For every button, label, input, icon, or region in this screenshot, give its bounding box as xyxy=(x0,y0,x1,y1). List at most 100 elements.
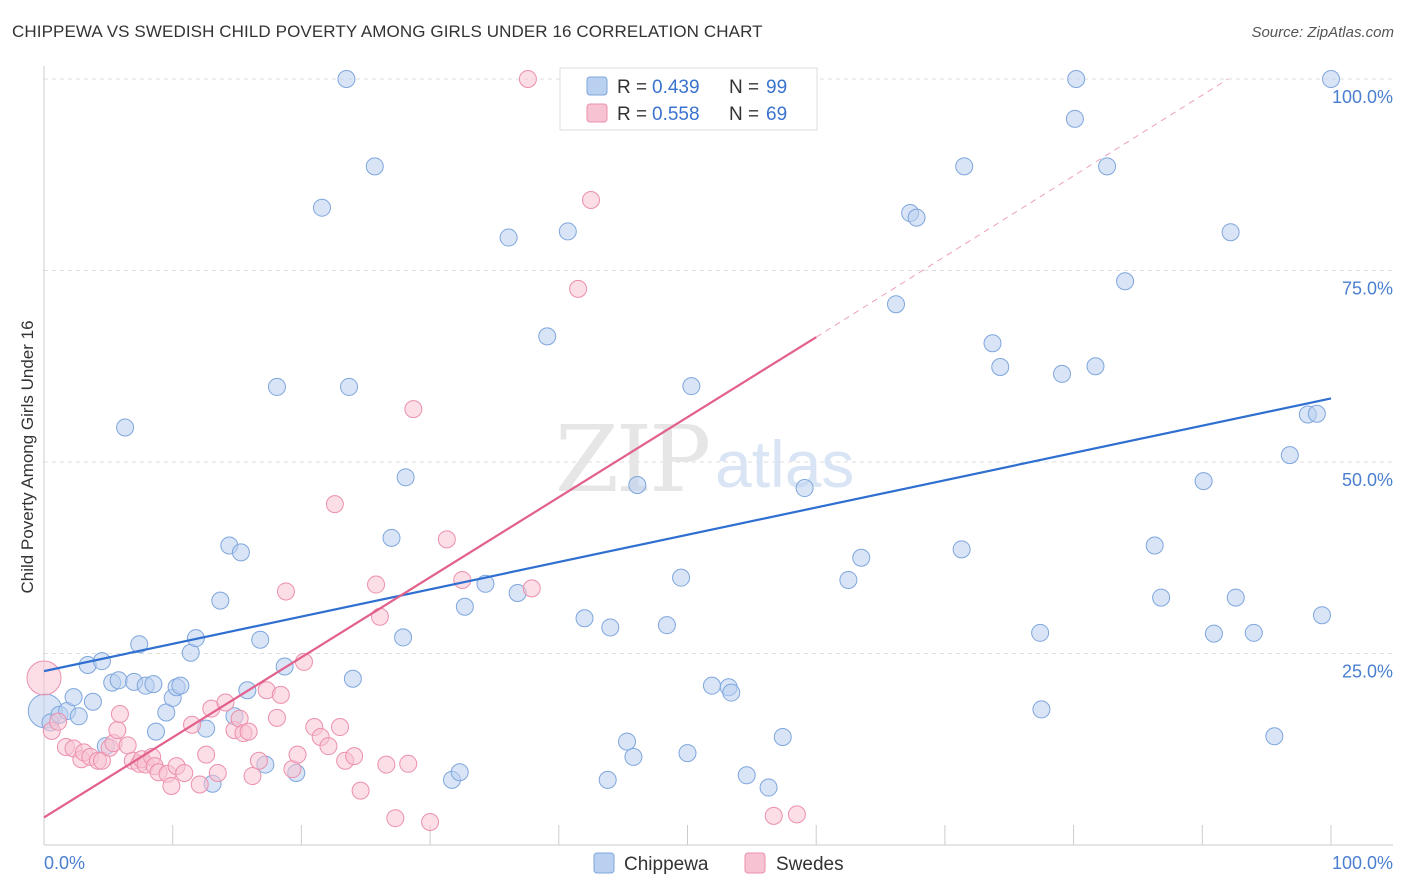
chippewa-point xyxy=(983,334,1002,353)
chippewa-point xyxy=(952,540,971,559)
swedes-point xyxy=(190,775,209,794)
series-legend: Chippewa Swedes xyxy=(593,852,844,875)
chippewa-point xyxy=(624,747,643,766)
chippewa-point xyxy=(1221,223,1240,242)
chippewa-point xyxy=(1322,70,1340,88)
chippewa-point xyxy=(886,295,905,314)
swedes-point xyxy=(453,570,472,589)
chippewa-point xyxy=(1280,446,1299,465)
stats-legend-swedes-swatch xyxy=(586,103,608,123)
chippewa-point xyxy=(1086,357,1105,376)
chippewa-point xyxy=(678,744,697,763)
chippewa-point xyxy=(231,543,250,562)
chippewa-point xyxy=(722,683,741,702)
chippewa-point xyxy=(382,528,401,547)
swedes-trend-line xyxy=(43,336,817,819)
chippewa-point xyxy=(1194,472,1213,491)
stats-legend-chippewa-swatch xyxy=(586,76,608,96)
chippewa-point xyxy=(1152,588,1171,607)
chippewa-point xyxy=(1067,70,1086,88)
chippewa-point xyxy=(1307,404,1326,423)
grid-layer xyxy=(44,78,1393,654)
stats-legend: R = 0.439 N = 99 R = 0.558 N = 69 xyxy=(559,67,818,131)
swedes-point xyxy=(49,712,68,731)
chippewa-point xyxy=(144,675,163,694)
chippewa-point xyxy=(1145,536,1164,555)
chippewa-point xyxy=(396,468,415,487)
watermark-zip: ZIP xyxy=(555,406,708,513)
swedes-point xyxy=(175,763,194,782)
stats-legend-r-label-2: R = xyxy=(617,104,647,125)
chippewa-point xyxy=(1031,623,1050,642)
chippewa-point xyxy=(394,628,413,647)
chippewa-point xyxy=(538,327,557,346)
y-tick-label: 50.0% xyxy=(1342,470,1393,490)
chippewa-point xyxy=(852,548,871,567)
trend-layer xyxy=(43,78,1332,819)
chippewa-point xyxy=(337,70,356,88)
swedes-point xyxy=(162,777,181,796)
swedes-point xyxy=(249,751,268,770)
chippewa-point xyxy=(455,597,474,616)
chippewa-point xyxy=(1065,109,1084,128)
swedes-point xyxy=(197,745,216,764)
swedes-point xyxy=(108,721,127,740)
swedes-point xyxy=(377,755,396,774)
swedes-point xyxy=(351,781,370,800)
chippewa-point xyxy=(171,676,190,695)
chippewa-point xyxy=(558,222,577,241)
y-tick-label: 75.0% xyxy=(1342,279,1393,299)
y-axis-title: Child Poverty Among Girls Under 16 xyxy=(18,320,37,593)
chippewa-point xyxy=(64,688,83,707)
stats-legend-r-value-1: 0.439 xyxy=(652,77,700,98)
chippewa-point xyxy=(628,475,647,494)
swedes-point xyxy=(276,582,295,601)
stats-legend-r-label-1: R = xyxy=(617,77,647,98)
legend-swedes-label: Swedes xyxy=(776,854,844,875)
chippewa-point xyxy=(657,616,676,635)
swedes-point xyxy=(787,805,806,824)
chippewa-point xyxy=(1098,157,1117,176)
chippewa-point xyxy=(109,671,128,690)
swedes-point xyxy=(118,736,137,755)
chippewa-point xyxy=(211,591,230,610)
chippewa-trend-line xyxy=(43,397,1332,673)
swedes-trend-extension xyxy=(815,78,1229,338)
stats-legend-n-value-1: 99 xyxy=(766,77,787,98)
y-tick-labels: 25.0% 50.0% 75.0% 100.0% xyxy=(1332,87,1393,682)
swedes-point xyxy=(386,809,405,828)
swedes-point xyxy=(319,737,338,756)
swedes-point xyxy=(243,767,262,786)
stats-legend-n-value-2: 69 xyxy=(766,104,787,125)
chippewa-point xyxy=(1204,624,1223,643)
x-tick-label-max: 100.0% xyxy=(1332,853,1393,873)
swedes-point xyxy=(271,685,290,704)
swedes-point xyxy=(569,279,588,298)
chippewa-point xyxy=(312,198,331,217)
swedes-point xyxy=(370,607,389,626)
chippewa-point xyxy=(991,358,1010,377)
swedes-point xyxy=(764,806,783,825)
swedes-point xyxy=(404,400,423,419)
points-layer xyxy=(26,70,1340,832)
swedes-point xyxy=(367,575,386,594)
chippewa-point xyxy=(450,763,469,782)
chart-title: CHIPPEWA VS SWEDISH CHILD POVERTY AMONG … xyxy=(12,22,763,41)
swedes-point xyxy=(399,754,418,773)
chippewa-point xyxy=(1244,623,1263,642)
swedes-point xyxy=(522,579,541,598)
chippewa-point xyxy=(116,418,135,437)
chippewa-point xyxy=(343,669,362,688)
chippewa-point xyxy=(702,676,721,695)
chippewa-point xyxy=(759,778,778,797)
chart-source: Source: ZipAtlas.com xyxy=(1251,24,1394,41)
chippewa-point xyxy=(575,609,594,628)
legend-chippewa-label: Chippewa xyxy=(624,854,709,875)
chippewa-point xyxy=(839,570,858,589)
chippewa-point xyxy=(601,618,620,637)
chippewa-point xyxy=(1312,606,1331,625)
chippewa-point xyxy=(130,635,149,654)
chippewa-point xyxy=(146,722,165,741)
swedes-point xyxy=(110,705,129,724)
